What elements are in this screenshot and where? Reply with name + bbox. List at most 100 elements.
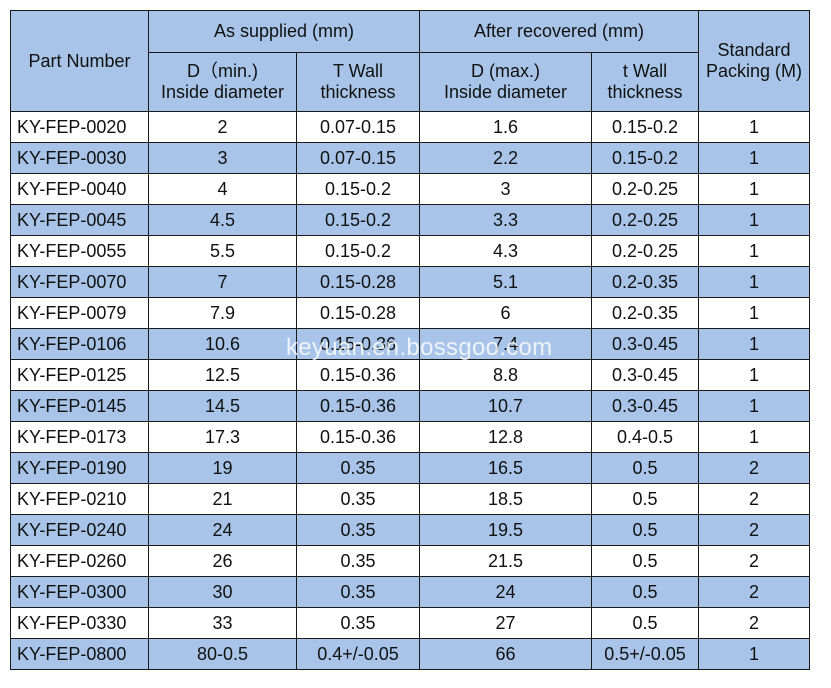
table-row: KY-FEP-0260 26 0.35 21.5 0.5 2: [10, 545, 811, 577]
cell-t-wall-recovered: 0.2-0.25: [591, 173, 700, 205]
cell-d-max: 18.5: [419, 483, 593, 515]
cell-packing: 1: [698, 173, 811, 205]
cell-part-number: KY-FEP-0070: [10, 266, 149, 298]
table-row: KY-FEP-0040 4 0.15-0.2 3 0.2-0.25 1: [10, 173, 811, 205]
cell-d-min: 14.5: [148, 390, 297, 422]
header-after-recovered: After recovered (mm): [419, 10, 700, 53]
cell-part-number: KY-FEP-0260: [10, 545, 149, 577]
cell-d-max: 19.5: [419, 514, 593, 546]
cell-d-max: 2.2: [419, 142, 593, 174]
cell-d-max: 10.7: [419, 390, 593, 422]
cell-t-wall-recovered: 0.15-0.2: [591, 111, 700, 143]
table-row: KY-FEP-0125 12.5 0.15-0.36 8.8 0.3-0.45 1: [10, 359, 811, 391]
table-row: KY-FEP-0173 17.3 0.15-0.36 12.8 0.4-0.5 1: [10, 421, 811, 453]
cell-packing: 2: [698, 452, 811, 484]
cell-part-number: KY-FEP-0173: [10, 421, 149, 453]
cell-t-wall-recovered: 0.2-0.35: [591, 266, 700, 298]
cell-t-wall: 0.07-0.15: [295, 111, 421, 143]
cell-t-wall: 0.35: [295, 576, 421, 608]
cell-t-wall: 0.15-0.2: [295, 204, 421, 236]
table-row: KY-FEP-0240 24 0.35 19.5 0.5 2: [10, 514, 811, 546]
cell-part-number: KY-FEP-0210: [10, 483, 149, 515]
cell-packing: 1: [698, 235, 811, 267]
cell-d-min: 3: [148, 142, 297, 174]
cell-d-max: 8.8: [419, 359, 593, 391]
cell-d-max: 5.1: [419, 266, 593, 298]
cell-t-wall-recovered: 0.5: [591, 576, 700, 608]
cell-d-max: 3: [419, 173, 593, 205]
cell-packing: 2: [698, 607, 811, 639]
cell-t-wall: 0.15-0.36: [295, 359, 421, 391]
cell-packing: 2: [698, 514, 811, 546]
cell-packing: 1: [698, 204, 811, 236]
cell-d-max: 4.3: [419, 235, 593, 267]
cell-t-wall: 0.15-0.28: [295, 266, 421, 298]
cell-t-wall: 0.15-0.2: [295, 173, 421, 205]
cell-t-wall-recovered: 0.5+/-0.05: [591, 638, 700, 670]
cell-d-min: 33: [148, 607, 297, 639]
spec-table: Part Number As supplied (mm) After recov…: [10, 10, 811, 670]
table-row: KY-FEP-0055 5.5 0.15-0.2 4.3 0.2-0.25 1: [10, 235, 811, 267]
cell-packing: 1: [698, 638, 811, 670]
cell-d-min: 24: [148, 514, 297, 546]
cell-d-max: 24: [419, 576, 593, 608]
cell-t-wall: 0.15-0.36: [295, 328, 421, 360]
cell-t-wall: 0.07-0.15: [295, 142, 421, 174]
cell-d-min: 10.6: [148, 328, 297, 360]
cell-d-max: 27: [419, 607, 593, 639]
cell-packing: 1: [698, 328, 811, 360]
cell-d-min: 17.3: [148, 421, 297, 453]
cell-part-number: KY-FEP-0145: [10, 390, 149, 422]
cell-t-wall: 0.15-0.36: [295, 421, 421, 453]
cell-d-min: 12.5: [148, 359, 297, 391]
cell-packing: 2: [698, 483, 811, 515]
table-row: KY-FEP-0330 33 0.35 27 0.5 2: [10, 607, 811, 639]
table-row: KY-FEP-0106 10.6 0.15-0.36 7.4 0.3-0.45 1: [10, 328, 811, 360]
cell-t-wall: 0.15-0.2: [295, 235, 421, 267]
cell-part-number: KY-FEP-0020: [10, 111, 149, 143]
cell-d-min: 4.5: [148, 204, 297, 236]
cell-part-number: KY-FEP-0300: [10, 576, 149, 608]
cell-d-min: 26: [148, 545, 297, 577]
cell-packing: 1: [698, 142, 811, 174]
cell-t-wall-recovered: 0.5: [591, 483, 700, 515]
table-row: KY-FEP-0800 80-0.5 0.4+/-0.05 66 0.5+/-0.05 1: [10, 638, 811, 670]
table-row: KY-FEP-0210 21 0.35 18.5 0.5 2: [10, 483, 811, 515]
cell-t-wall-recovered: 0.3-0.45: [591, 359, 700, 391]
cell-packing: 1: [698, 421, 811, 453]
table-row: KY-FEP-0145 14.5 0.15-0.36 10.7 0.3-0.45 1: [10, 390, 811, 422]
cell-t-wall-recovered: 0.5: [591, 545, 700, 577]
cell-d-max: 16.5: [419, 452, 593, 484]
header-t-wall-recovered: t Wall thickness: [591, 52, 700, 112]
cell-t-wall-recovered: 0.15-0.2: [591, 142, 700, 174]
cell-d-min: 80-0.5: [148, 638, 297, 670]
header-standard-packing: Standard Packing (M): [698, 10, 811, 112]
cell-d-min: 21: [148, 483, 297, 515]
cell-t-wall-recovered: 0.2-0.25: [591, 204, 700, 236]
table-row: KY-FEP-0079 7.9 0.15-0.28 6 0.2-0.35 1: [10, 297, 811, 329]
table-row: KY-FEP-0190 19 0.35 16.5 0.5 2: [10, 452, 811, 484]
table-row: KY-FEP-0045 4.5 0.15-0.2 3.3 0.2-0.25 1: [10, 204, 811, 236]
cell-d-min: 4: [148, 173, 297, 205]
cell-d-min: 19: [148, 452, 297, 484]
cell-d-max: 7.4: [419, 328, 593, 360]
header-d-max: D (max.) Inside diameter: [419, 52, 593, 112]
cell-d-min: 7: [148, 266, 297, 298]
cell-t-wall-recovered: 0.5: [591, 514, 700, 546]
header-t-wall: T Wall thickness: [295, 52, 421, 112]
cell-t-wall-recovered: 0.2-0.25: [591, 235, 700, 267]
cell-part-number: KY-FEP-0106: [10, 328, 149, 360]
cell-t-wall: 0.35: [295, 514, 421, 546]
table-header: Part Number As supplied (mm) After recov…: [10, 10, 811, 112]
table-row: KY-FEP-0030 3 0.07-0.15 2.2 0.15-0.2 1: [10, 142, 811, 174]
cell-d-max: 12.8: [419, 421, 593, 453]
cell-part-number: KY-FEP-0040: [10, 173, 149, 205]
header-as-supplied: As supplied (mm): [147, 10, 421, 53]
cell-part-number: KY-FEP-0330: [10, 607, 149, 639]
cell-t-wall: 0.35: [295, 607, 421, 639]
table-row: KY-FEP-0070 7 0.15-0.28 5.1 0.2-0.35 1: [10, 266, 811, 298]
cell-t-wall: 0.35: [295, 483, 421, 515]
cell-t-wall-recovered: 0.5: [591, 607, 700, 639]
cell-d-min: 30: [148, 576, 297, 608]
table-row: KY-FEP-0020 2 0.07-0.15 1.6 0.15-0.2 1: [10, 111, 811, 143]
